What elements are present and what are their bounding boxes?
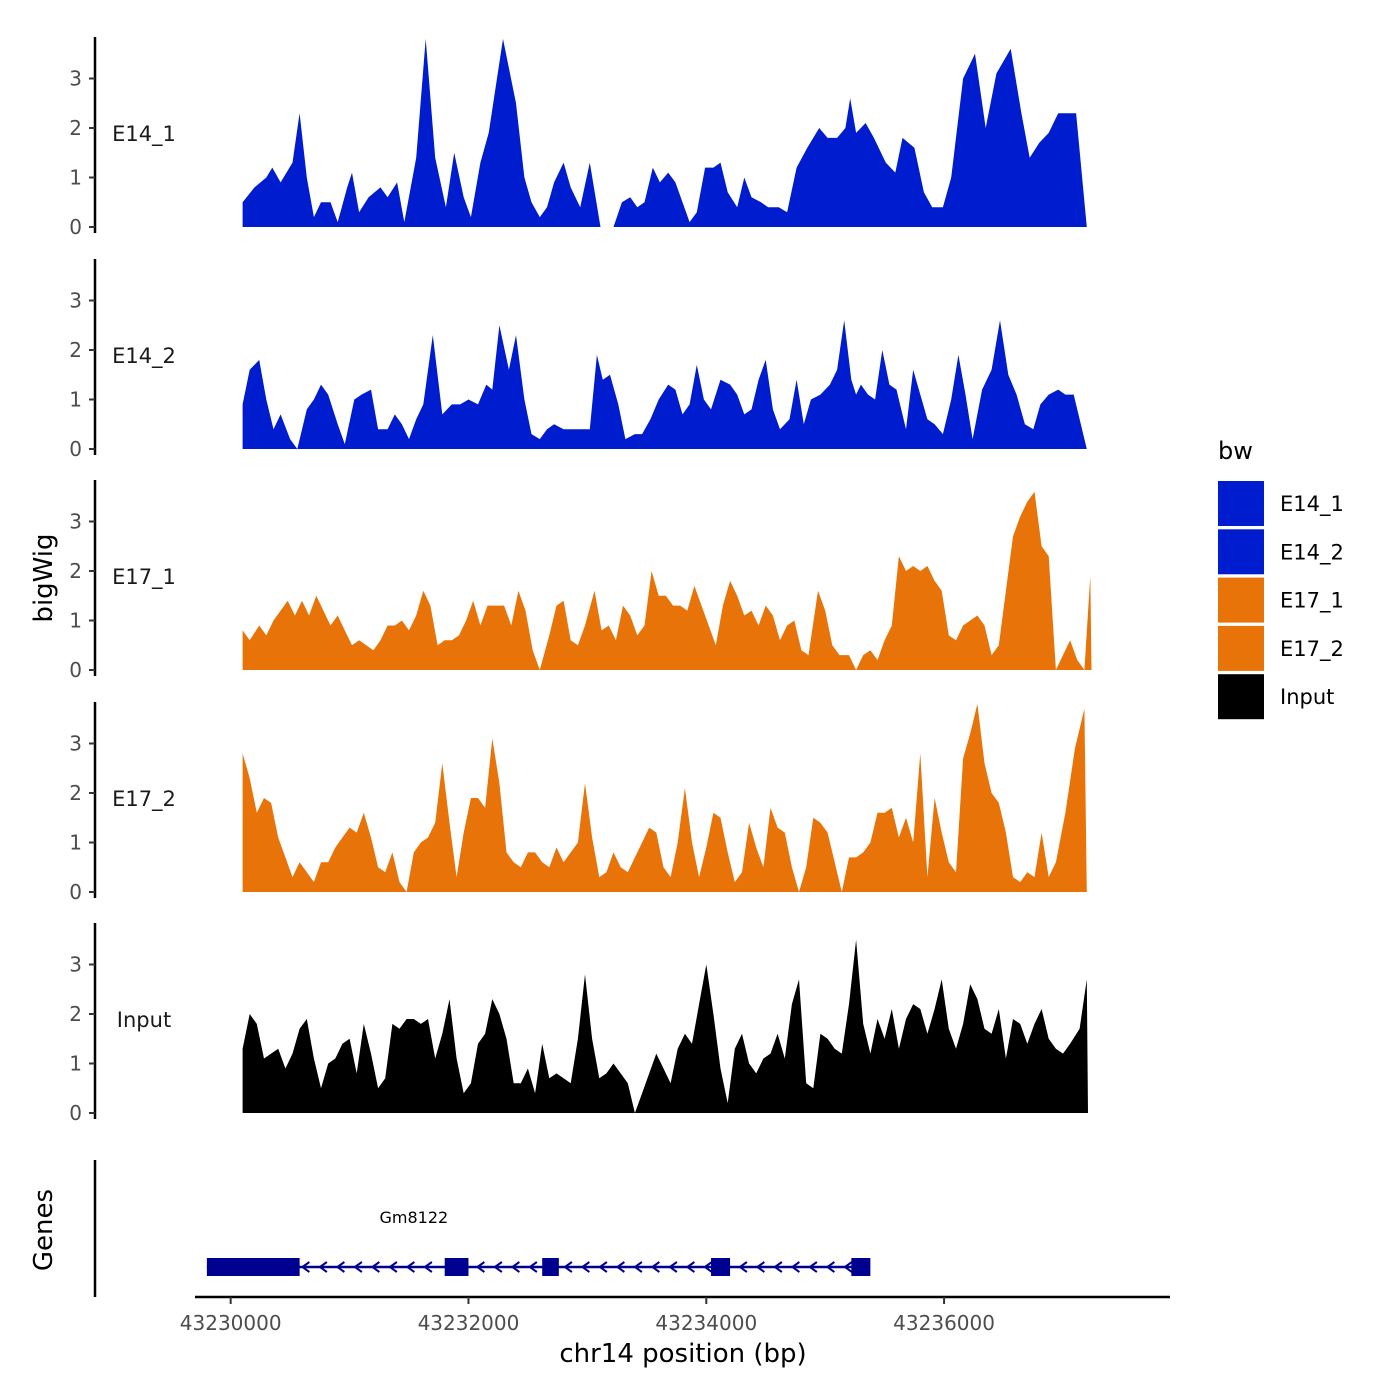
x-tick-label: 43236000: [893, 1311, 995, 1335]
x-axis-title: chr14 position (bp): [559, 1339, 806, 1369]
track-label: E14_2: [112, 344, 176, 369]
area-E17_1: [242, 491, 1092, 670]
y-tick-label: 3: [69, 953, 82, 977]
exon: [711, 1258, 731, 1276]
strand-arrow: [335, 1261, 345, 1273]
y-tick-label: 0: [69, 658, 82, 682]
area-E14_1: [242, 38, 1087, 228]
area-Input: [242, 939, 1089, 1113]
strand-arrow: [318, 1261, 328, 1273]
y-tick-label: 3: [69, 289, 82, 313]
legend-label-E17_1: E17_1: [1280, 589, 1344, 614]
strand-arrow: [388, 1261, 398, 1273]
strand-arrow: [580, 1261, 590, 1273]
strand-arrow: [790, 1261, 800, 1273]
x-tick-label: 43230000: [180, 1311, 282, 1335]
track-label: Input: [117, 1008, 171, 1032]
genes-axis-title: Genes: [29, 1189, 59, 1271]
strand-arrow: [738, 1261, 748, 1273]
track-E17_2: 0 1 2 3 E17_2: [69, 702, 1087, 904]
track-E17_1: 0 1 2 3 E17_1: [69, 480, 1092, 682]
y-tick-label: 2: [69, 781, 82, 805]
strand-arrow: [843, 1261, 853, 1273]
tracks-layer: 0 1 2 3 E14_1 0 1 2 3 E14_2 0 1 2 3 E17_1 0 1 2 3 E17_2 0 1 2 3…: [69, 37, 1092, 1125]
x-axis: 43230000 43232000 43234000 43236000: [180, 1295, 1170, 1335]
legend-label-E17_2: E17_2: [1280, 637, 1344, 662]
strand-arrow: [668, 1261, 678, 1273]
y-tick-label: 1: [69, 166, 82, 190]
legend-key-Input: [1218, 674, 1264, 720]
legend-title: bw: [1218, 437, 1253, 465]
y-tick-label: 2: [69, 338, 82, 362]
track-E14_1: 0 1 2 3 E14_1: [69, 37, 1087, 239]
strand-arrow: [755, 1261, 765, 1273]
track-label: E17_1: [112, 565, 176, 590]
y-tick-label: 0: [69, 1101, 82, 1125]
y-tick-label: 3: [69, 732, 82, 756]
strand-arrow: [528, 1261, 538, 1273]
exon: [851, 1258, 871, 1276]
strand-arrow: [423, 1261, 433, 1273]
legend-label-Input: Input: [1280, 685, 1334, 709]
strand-arrow: [475, 1261, 485, 1273]
strand-arrow: [510, 1261, 520, 1273]
genes-layer: Gm8122: [93, 1160, 871, 1297]
strand-arrow: [563, 1261, 573, 1273]
exon: [206, 1258, 300, 1276]
gene-label: Gm8122: [380, 1208, 449, 1227]
strand-arrow: [370, 1261, 380, 1273]
y-tick-label: 0: [69, 437, 82, 461]
strand-arrow: [825, 1261, 835, 1273]
exon: [542, 1258, 559, 1276]
track-label: E14_1: [112, 122, 176, 147]
strand-arrow: [405, 1261, 415, 1273]
track-Input: 0 1 2 3 Input: [69, 923, 1089, 1125]
y-tick-label: 1: [69, 831, 82, 855]
y-tick-label: 2: [69, 116, 82, 140]
gene-model: Gm8122: [206, 1208, 871, 1276]
area-E17_2: [242, 703, 1087, 892]
strand-arrow: [598, 1261, 608, 1273]
legend-key-E14_1: [1218, 481, 1264, 526]
strand-arrow: [615, 1261, 625, 1273]
legend-key-E14_2: [1218, 529, 1264, 575]
x-tick-label: 43234000: [655, 1311, 757, 1335]
strand-arrow: [703, 1261, 713, 1273]
x-tick-label: 43232000: [418, 1311, 520, 1335]
strand-arrow: [353, 1261, 363, 1273]
strand-arrow: [650, 1261, 660, 1273]
y-tick-label: 3: [69, 510, 82, 534]
strand-arrow: [685, 1261, 695, 1273]
strand-arrow: [808, 1261, 818, 1273]
track-label: E17_2: [112, 787, 176, 812]
legend-key-E17_2: [1218, 625, 1264, 671]
strand-arrow: [493, 1261, 503, 1273]
y-tick-label: 2: [69, 1002, 82, 1026]
legend-label-E14_1: E14_1: [1280, 492, 1344, 517]
strand-arrow: [773, 1261, 783, 1273]
y-tick-label: 2: [69, 559, 82, 583]
y-tick-label: 1: [69, 609, 82, 633]
area-E14_2: [242, 320, 1087, 449]
y-tick-label: 3: [69, 67, 82, 91]
exon: [444, 1258, 469, 1276]
y-tick-label: 0: [69, 880, 82, 904]
y-axis-title: bigWig: [29, 533, 59, 622]
legend: bw E14_1 E14_2 E17_1 E17_2 Input: [1218, 437, 1344, 720]
legend-label-E14_2: E14_2: [1280, 540, 1344, 565]
y-tick-label: 0: [69, 215, 82, 239]
y-tick-label: 1: [69, 388, 82, 412]
strand-arrow: [300, 1261, 310, 1273]
strand-arrow: [633, 1261, 643, 1273]
legend-key-E17_1: [1218, 577, 1264, 623]
track-E14_2: 0 1 2 3 E14_2: [69, 259, 1087, 461]
y-tick-label: 1: [69, 1052, 82, 1076]
